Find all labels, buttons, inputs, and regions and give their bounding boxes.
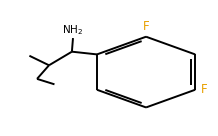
Text: F: F bbox=[143, 20, 149, 33]
Text: NH$_2$: NH$_2$ bbox=[62, 24, 83, 37]
Text: F: F bbox=[201, 83, 207, 96]
